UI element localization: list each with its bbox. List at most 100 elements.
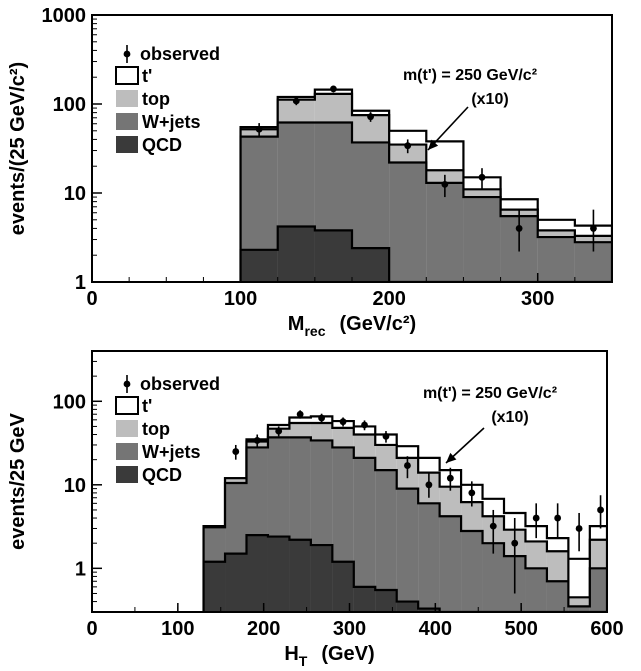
p0-wjets-bar-4: [389, 162, 427, 282]
p1-qcd-bar-4: [289, 539, 311, 612]
p0-legend-swatch-4: [116, 136, 138, 153]
p0-observed-point-0: [255, 125, 263, 133]
p1-qcd-bar-9: [396, 601, 419, 612]
p0-xlabel-main: M: [288, 313, 305, 335]
p1-ytick-label-2: 100: [53, 391, 86, 413]
p0-annotation-scale: (x10): [471, 91, 508, 108]
p0-observed-point-3: [367, 113, 374, 121]
p1-observed-point-5: [339, 418, 347, 426]
p1-qcd-bar-3: [267, 536, 290, 612]
p1-qcd-bar-1: [225, 553, 247, 612]
p1-observed-point-17: [597, 506, 604, 514]
p1-legend-swatch-3: [116, 443, 138, 460]
p1-xtick-label-2: 200: [247, 618, 280, 640]
p1-legend-label-2: top: [142, 419, 170, 439]
p1-wjets-bar-16: [546, 581, 569, 612]
p0-ytick-label-0: 1: [75, 272, 86, 294]
p0-legend-label-4: QCD: [142, 135, 182, 155]
p1-observed-point-16: [575, 525, 583, 532]
p0-wjets-bar-5: [426, 182, 464, 282]
p1-observed-point-7: [382, 432, 390, 440]
p1-observed-point-6: [361, 421, 368, 429]
p0-legend-swatch-2: [116, 90, 138, 107]
p0-observed-point-2: [330, 85, 337, 93]
p0-qcd-bar-2: [314, 230, 352, 282]
p0-xtick-label-1: 100: [224, 288, 257, 310]
p1-xlabel-unit: (GeV): [321, 643, 374, 665]
p1-qcd-outline: [202, 533, 607, 612]
p1-ytick-label-0: 1: [75, 558, 86, 580]
p1-observed-point-14: [532, 514, 540, 522]
p1-plot-area: [202, 410, 607, 612]
p1-xtick-label-1: 100: [161, 618, 194, 640]
p0-xlabel-sub: rec: [304, 323, 325, 339]
ht-panel: 0 100 200 300 400 500 600 1 10 100 events/25 GeV HT…: [7, 350, 624, 669]
p0-legend-label-3: W+jets: [142, 112, 201, 132]
p0-qcd-outline: [239, 225, 612, 282]
p1-wjets-bar-12: [461, 530, 483, 612]
p1-wjets-bar-7: [353, 457, 376, 612]
p1-observed-point-0: [232, 448, 240, 455]
p1-qcd-bar-10: [418, 608, 440, 612]
p1-wjets-bar-13: [482, 543, 504, 612]
p1-observed-point-10: [446, 474, 454, 482]
p0-observed-point-6: [478, 173, 486, 181]
p1-annotation-scale: (x10): [491, 409, 528, 426]
p1-ytick-label-1: 10: [64, 475, 86, 497]
p0-ytick-label-1: 10: [64, 183, 86, 205]
p1-observed-point-2: [275, 427, 283, 435]
p0-observed-point-9: [590, 225, 597, 232]
p1-qcd-bar-8: [375, 590, 397, 612]
p1-wjets-bar-17: [568, 606, 590, 612]
p1-legend-label-4: QCD: [142, 465, 182, 485]
p0-plot-area: [239, 85, 612, 282]
p1-ylabel: events/25 GeV: [7, 412, 29, 549]
p1-observed-point-4: [318, 414, 326, 422]
p1-qcd-bar-0: [203, 561, 226, 612]
p1-observed-point-15: [554, 514, 562, 522]
p0-annotation-arrow-head: [428, 139, 439, 150]
p0-legend-label-2: top: [142, 89, 170, 109]
p0-xtick-label-0: 0: [86, 288, 97, 310]
p0-xlabel: Mrec (GeV/c²): [288, 313, 416, 339]
p1-legend-swatch-2: [116, 420, 138, 437]
p0-legend-observed: observed: [140, 44, 220, 64]
p0-qcd-bar-3: [352, 248, 390, 282]
p1-legend-observed-dot: [123, 380, 131, 388]
p1-xlabel: HT (GeV): [284, 643, 374, 669]
p0-observed-point-5: [441, 180, 449, 188]
p1-wjets-bar-18: [589, 568, 607, 612]
p1-observed-point-12: [489, 522, 497, 530]
p1-observed-point-3: [296, 410, 304, 418]
p1-xtick-label-5: 500: [504, 618, 537, 640]
p1-wjets-bar-9: [396, 488, 419, 612]
p1-xlabel-main: H: [284, 643, 298, 665]
p0-observed-point-7: [515, 225, 523, 232]
p1-observed-point-11: [468, 489, 476, 497]
p0-xlabel-unit: (GeV/c²): [340, 313, 417, 335]
p0-ylabel: events/(25 GeV/c²): [7, 62, 29, 235]
p1-qcd-bar-6: [332, 561, 354, 612]
p1-xtick-label-3: 300: [333, 618, 366, 640]
p1-wjets-outline: [202, 436, 607, 612]
p1-xtick-label-0: 0: [86, 618, 97, 640]
p0-legend-observed-dot: [123, 50, 131, 58]
p1-xtick-label-4: 400: [419, 618, 452, 640]
p0-qcd-bar-0: [240, 249, 278, 282]
mrec-panel: 0 100 200 300 1 10 100 1000 events/(25 GeV/c²) Mr…: [7, 5, 613, 339]
p0-observed-point-1: [292, 97, 300, 105]
p1-legend-observed: observed: [140, 374, 220, 394]
p1-xtick-label-6: 600: [590, 618, 623, 640]
p0-wjets-outline: [239, 121, 612, 282]
p1-qcd-bar-7: [353, 586, 376, 612]
p0-annotation: m(t') = 250 GeV/c²: [403, 67, 537, 84]
p1-annotation: m(t') = 250 GeV/c²: [423, 385, 557, 402]
p1-legend-swatch-4: [116, 466, 138, 483]
p0-wjets-bar-6: [463, 197, 501, 282]
p0-ytick-label-2: 100: [53, 94, 86, 116]
p1-wjets-bar-8: [375, 470, 397, 612]
p1-legend-label-1: t': [142, 396, 152, 416]
p0-xtick-label-3: 300: [521, 288, 554, 310]
p1-observed-point-13: [511, 539, 519, 547]
